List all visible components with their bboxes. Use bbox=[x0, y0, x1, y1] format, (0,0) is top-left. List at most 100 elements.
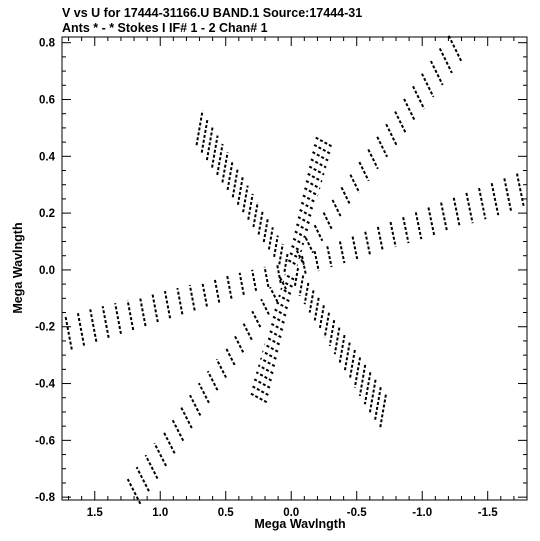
uv-point bbox=[414, 212, 423, 240]
uv-point bbox=[278, 243, 284, 265]
x-axis-ticks: 1.5 1.0 0.5 0.0 -0.5 -1.0 -1.5 bbox=[68, 37, 515, 519]
uv-point bbox=[289, 252, 301, 260]
uv-point bbox=[310, 158, 327, 169]
uv-point bbox=[188, 284, 196, 311]
uv-point bbox=[276, 301, 289, 310]
uv-point bbox=[287, 259, 299, 267]
uv-point bbox=[328, 320, 336, 347]
uv-point bbox=[89, 309, 98, 342]
uv-point bbox=[304, 237, 314, 254]
uv-point bbox=[263, 343, 279, 353]
uv-point bbox=[315, 136, 333, 148]
x-tick-label: -1.5 bbox=[478, 507, 498, 519]
uv-point bbox=[331, 199, 342, 218]
uv-point bbox=[262, 218, 269, 243]
uv-point bbox=[312, 151, 329, 162]
y-tick-label: 0.6 bbox=[39, 94, 55, 106]
uv-point bbox=[299, 208, 313, 218]
uv-point bbox=[465, 192, 474, 224]
uv-point bbox=[135, 466, 150, 492]
uv-point bbox=[358, 364, 367, 397]
uv-point bbox=[403, 98, 416, 122]
uv-point bbox=[490, 183, 500, 216]
uv-point bbox=[305, 180, 321, 190]
uv-point bbox=[64, 315, 73, 350]
plot-frame bbox=[61, 36, 528, 501]
uv-point bbox=[389, 221, 397, 248]
uv-point bbox=[351, 236, 359, 260]
uv-point bbox=[242, 185, 249, 213]
uv-point bbox=[197, 382, 210, 404]
uv-point bbox=[313, 297, 320, 322]
uv-point bbox=[367, 149, 379, 170]
uv-point bbox=[260, 298, 270, 315]
y-tick-label: -0.6 bbox=[35, 435, 55, 447]
uv-point bbox=[353, 357, 362, 388]
uv-point bbox=[297, 216, 311, 225]
uv-point bbox=[171, 418, 185, 442]
x-tick-label: 1.5 bbox=[87, 507, 104, 519]
uv-point bbox=[265, 336, 281, 346]
uv-point bbox=[257, 364, 274, 375]
uv-point bbox=[280, 287, 292, 295]
uv-point bbox=[376, 136, 389, 158]
uv-point bbox=[303, 282, 310, 305]
uv-point bbox=[180, 406, 193, 429]
uv-point bbox=[251, 385, 269, 396]
uv-point bbox=[200, 118, 209, 153]
uv-point bbox=[385, 123, 398, 146]
uv-point bbox=[278, 294, 290, 303]
uv-point bbox=[195, 110, 204, 146]
plot-area: 1.5 1.0 0.5 0.0 -0.5 -1.0 -1.5 0.8 0.6 0.4 0.2 0.0… bbox=[35, 35, 528, 519]
uv-point bbox=[515, 173, 525, 208]
y-tick-label: 0.0 bbox=[39, 265, 55, 277]
uv-point bbox=[308, 290, 315, 313]
uv-point bbox=[291, 244, 303, 253]
uv-point bbox=[162, 430, 176, 454]
uv-point bbox=[292, 237, 305, 246]
uv-point bbox=[261, 350, 277, 360]
uv-point bbox=[189, 394, 202, 416]
uv-point bbox=[503, 178, 513, 212]
y-tick-label: 0.4 bbox=[39, 151, 56, 163]
x-tick-label: -0.5 bbox=[347, 507, 367, 519]
uv-point bbox=[283, 252, 289, 272]
uv-point bbox=[269, 286, 279, 303]
uv-point bbox=[313, 224, 324, 242]
uv-point bbox=[76, 312, 86, 346]
uv-point bbox=[333, 327, 341, 355]
uv-point bbox=[295, 250, 305, 266]
uv-point bbox=[349, 174, 361, 194]
uv-point bbox=[340, 186, 352, 206]
uv-point bbox=[176, 287, 184, 315]
uv-point bbox=[101, 306, 110, 338]
uv-point bbox=[293, 267, 299, 288]
uv-point bbox=[233, 334, 245, 353]
uv-point bbox=[429, 60, 444, 86]
uv-point bbox=[478, 187, 487, 220]
uv-point bbox=[438, 47, 453, 74]
uv-point bbox=[144, 454, 159, 480]
uv-point bbox=[242, 322, 253, 341]
uv-point bbox=[201, 281, 208, 307]
uv-point bbox=[252, 202, 259, 228]
uv-point bbox=[224, 346, 236, 366]
y-axis-ticks: 0.8 0.6 0.4 0.2 0.0 -0.2 -0.4 -0.6 -0.8 bbox=[35, 38, 527, 504]
uv-point bbox=[294, 230, 307, 239]
uv-point bbox=[211, 135, 219, 168]
x-tick-label: 1.0 bbox=[152, 507, 168, 519]
uv-point bbox=[302, 194, 317, 204]
uv-point bbox=[313, 143, 331, 155]
y-tick-label: -0.4 bbox=[35, 379, 55, 391]
uv-point bbox=[268, 329, 282, 339]
y-tick-label: 0.2 bbox=[39, 208, 55, 220]
uv-point bbox=[358, 161, 370, 182]
uv-point bbox=[298, 275, 305, 297]
uv-point bbox=[255, 371, 273, 382]
uv-point bbox=[272, 315, 285, 324]
uv-point bbox=[276, 263, 282, 284]
uv-point bbox=[318, 305, 325, 330]
uv-point bbox=[326, 246, 333, 268]
uv-point bbox=[274, 308, 287, 317]
